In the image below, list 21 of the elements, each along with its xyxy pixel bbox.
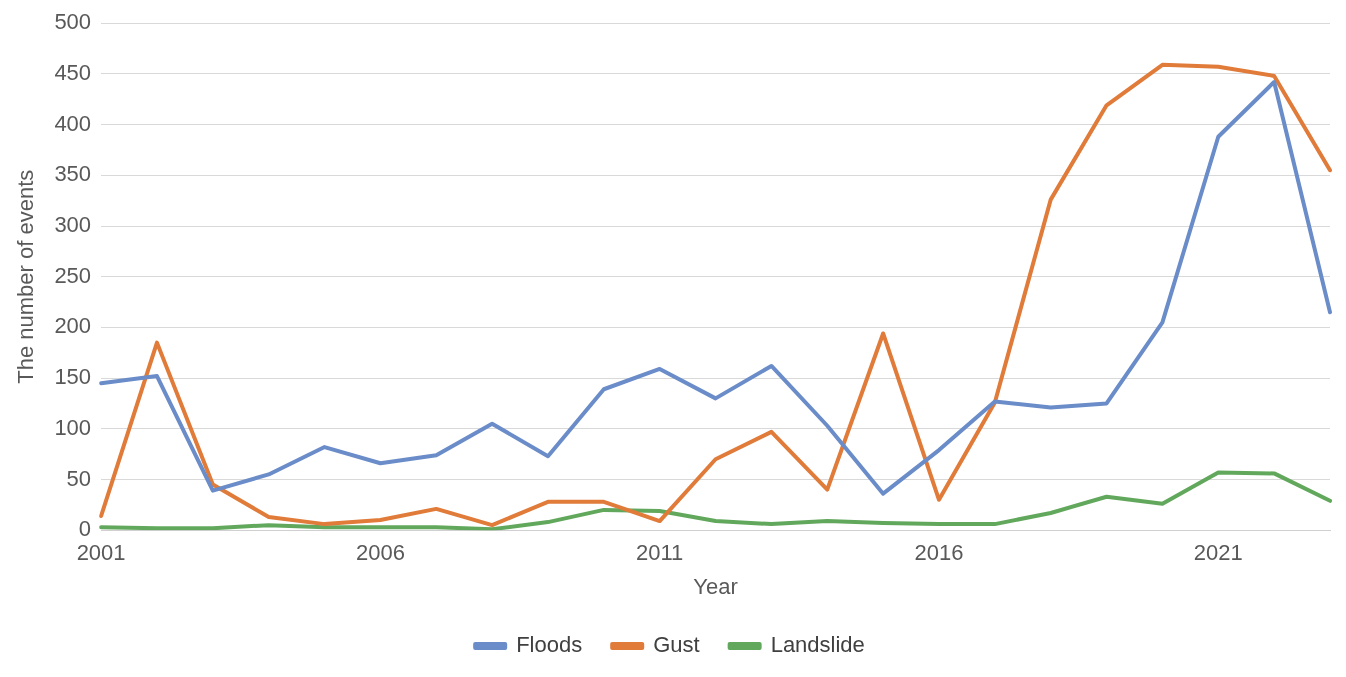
x-tick-label: 2006 [355,540,405,566]
x-tick-label: 2021 [1193,540,1243,566]
x-tick-label: 2016 [914,540,964,566]
legend-label: Floods [516,632,583,658]
legend-label: Landslide [770,632,865,658]
x-tick-label: 2011 [636,540,684,566]
y-tick-label: 450 [54,59,92,85]
y-tick-label: 250 [54,262,92,288]
y-tick-label: 200 [54,313,92,339]
legend-label: Gust [653,632,700,658]
y-tick-label: 300 [54,212,92,238]
x-axis-title: Year [693,573,738,599]
x-tick-label: 2001 [76,540,126,566]
y-tick-label: 50 [66,465,92,491]
y-tick-label: 500 [54,9,92,35]
y-axis-title: The number of events [13,169,39,384]
y-tick-label: 0 [78,516,92,542]
y-tick-label: 400 [54,110,92,136]
y-tick-label: 100 [54,414,92,440]
y-tick-label: 150 [54,364,92,390]
y-tick-label: 350 [54,161,92,187]
